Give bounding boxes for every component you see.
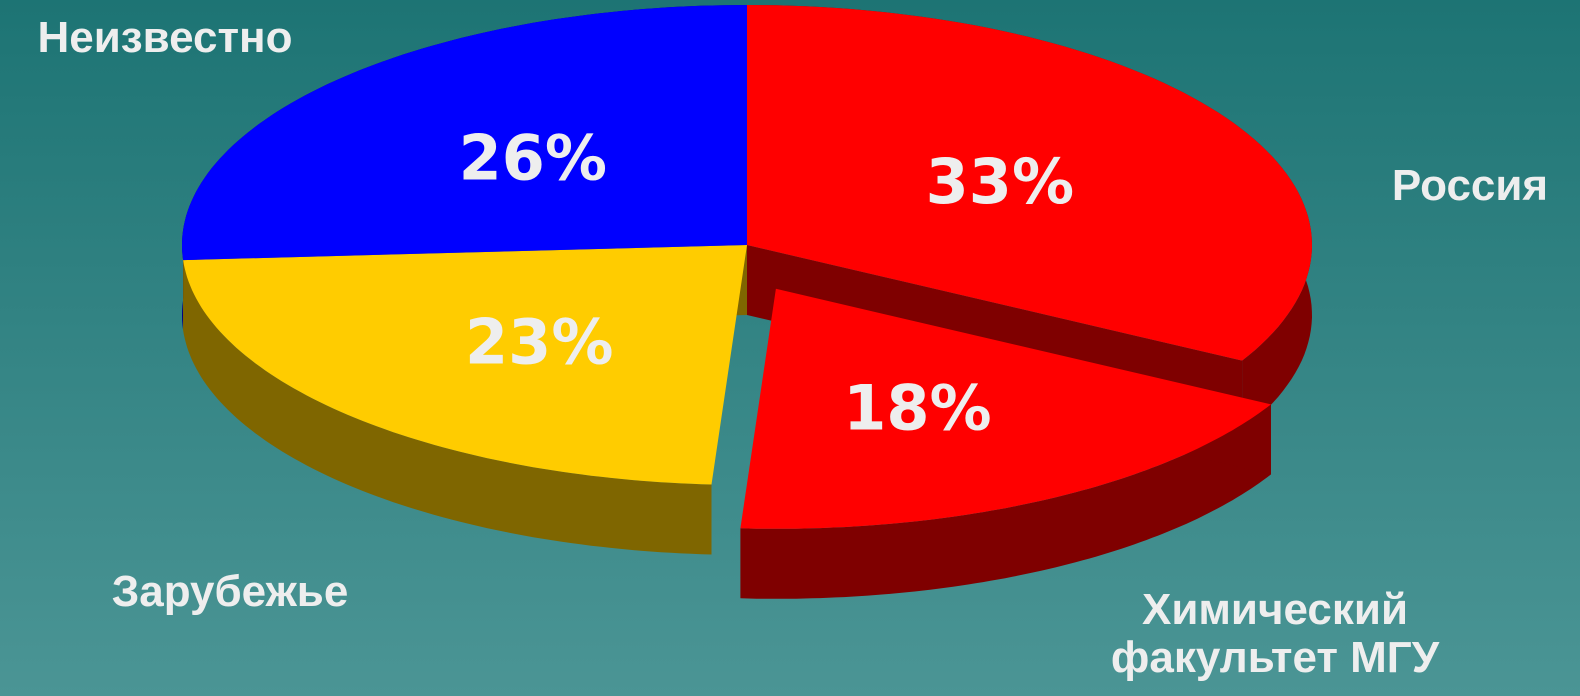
category-label: Россия [1391, 161, 1549, 210]
value-label: 26% [459, 122, 607, 195]
category-label: Зарубежье [111, 567, 349, 616]
value-label: 33% [926, 145, 1074, 218]
slice-side [740, 404, 1271, 599]
slice [182, 5, 747, 261]
category-label: Химический факультет МГУ [1110, 585, 1440, 682]
slice [740, 288, 1271, 529]
slice [747, 5, 1312, 361]
slice-side [183, 260, 712, 555]
value-label: 18% [843, 372, 991, 445]
category-label: Неизвестно [37, 13, 293, 62]
slice [183, 245, 748, 485]
value-label: 23% [465, 305, 613, 378]
